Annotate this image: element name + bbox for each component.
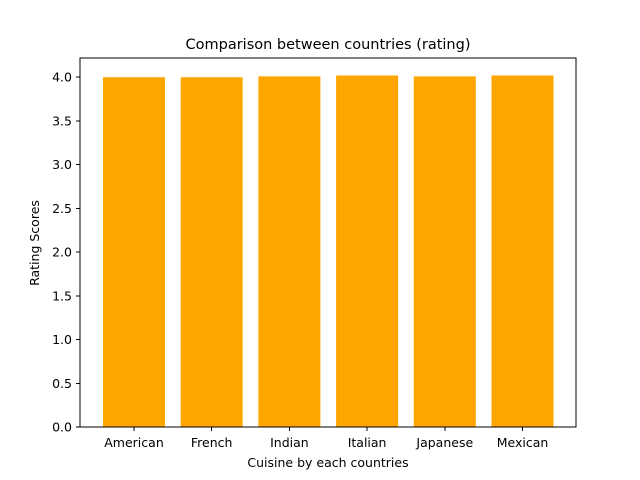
x-tick-label: Indian (270, 435, 309, 450)
y-tick-label: 3.0 (52, 157, 72, 172)
bar-indian (258, 76, 321, 428)
x-tick-label: Italian (348, 435, 387, 450)
bar-american (103, 77, 165, 428)
bars-group (103, 75, 554, 428)
x-tick-label: Japanese (415, 435, 473, 450)
chart-title: Comparison between countries (rating) (186, 37, 471, 53)
y-tick-label: 1.5 (52, 288, 72, 303)
x-axis-label: Cuisine by each countries (247, 455, 408, 470)
x-tick-label: American (104, 435, 164, 450)
x-axis-ticks: American French Indian Italian Japanese Mexic… (104, 427, 548, 450)
y-axis-label: Rating Scores (27, 200, 42, 286)
y-tick-label: 1.0 (52, 332, 72, 347)
y-tick-label: 2.5 (52, 201, 72, 216)
x-tick-label: French (191, 435, 233, 450)
bar-mexican (491, 75, 554, 428)
plot-frame (79, 57, 577, 428)
y-tick-label: 0.0 (52, 420, 72, 435)
y-axis-ticks: 0.0 0.5 1.0 1.5 2.0 2.5 3.0 3.5 4.0 (52, 70, 80, 435)
y-tick-label: 4.0 (52, 70, 72, 85)
y-tick-label: 2.0 (52, 245, 72, 260)
bar-french (180, 77, 243, 428)
bar-italian (336, 75, 399, 428)
axes-frame (79, 57, 577, 428)
y-tick-label: 0.5 (52, 376, 72, 391)
x-tick-label: Mexican (497, 435, 549, 450)
bar-japanese (413, 76, 476, 428)
y-tick-label: 3.5 (52, 113, 72, 128)
